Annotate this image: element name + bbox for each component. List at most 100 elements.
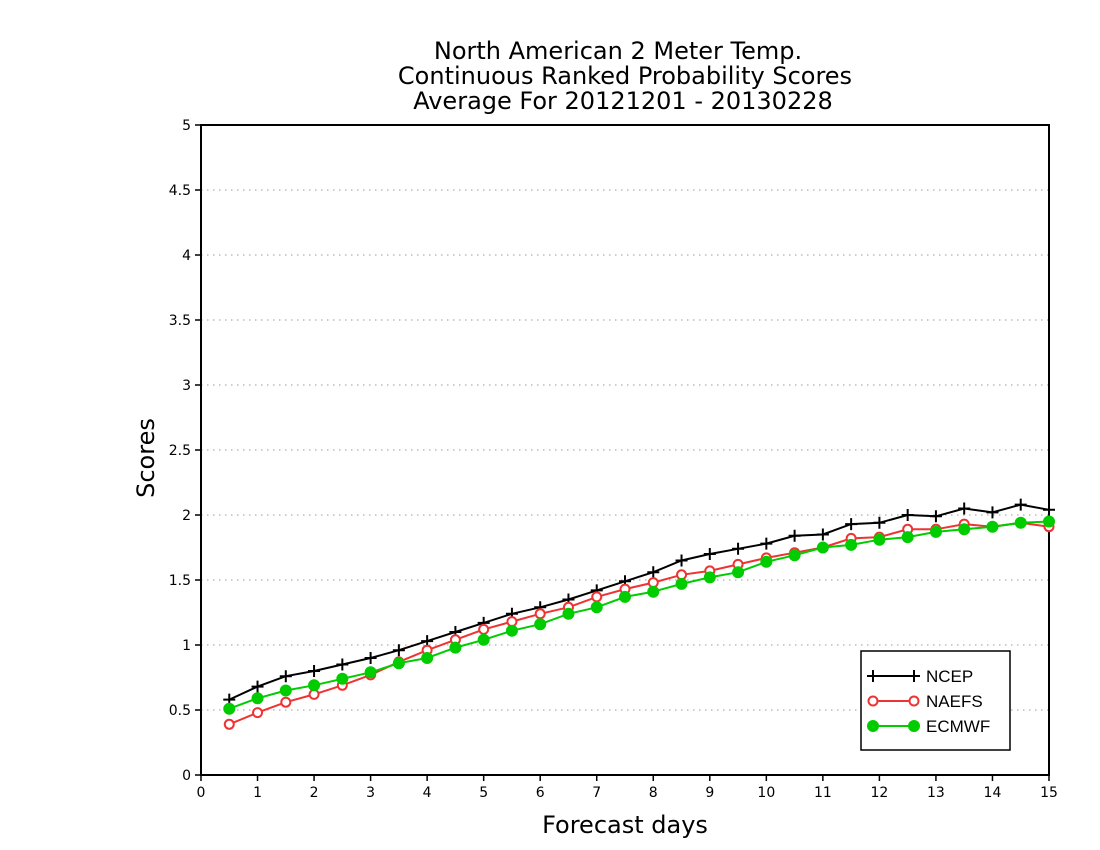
x-tick-label: 13: [927, 785, 945, 801]
legend-marker-naefs: [908, 695, 920, 707]
y-tick-label: 0.5: [169, 703, 191, 719]
data-point-ecmwf: [619, 590, 631, 603]
data-point-naefs: [534, 608, 546, 620]
data-point-ecmwf: [703, 571, 716, 584]
data-point-ecmwf: [760, 555, 773, 568]
x-tick-label: 3: [366, 785, 375, 801]
legend-marker-ecmwf: [867, 720, 879, 732]
data-point-ecmwf: [534, 618, 547, 631]
data-point-ecmwf: [1014, 516, 1027, 529]
y-tick-label: 2.5: [169, 443, 191, 459]
legend-marker-naefs: [867, 695, 879, 707]
data-point-ecmwf: [308, 679, 321, 692]
x-tick-label: 10: [757, 785, 775, 801]
data-point-ncep: [929, 510, 942, 523]
series-ecmwf: [223, 515, 1055, 715]
legend-entry-ecmwf: ECMWF: [867, 717, 990, 736]
data-point-ecmwf: [958, 523, 971, 536]
data-point-ncep: [336, 658, 349, 671]
data-point-ncep: [1014, 498, 1027, 511]
data-point-ncep: [279, 670, 292, 683]
data-point-ncep: [364, 652, 377, 664]
x-tick-label: 7: [592, 785, 601, 801]
data-point-ecmwf: [477, 633, 490, 646]
legend-label-ecmwf: ECMWF: [926, 717, 990, 736]
title-line-3: Average For 20121201 - 20130228: [413, 87, 833, 115]
data-point-ecmwf: [986, 520, 999, 533]
chart-title: North American 2 Meter Temp. Continuous …: [398, 37, 852, 115]
data-point-ecmwf: [732, 566, 745, 579]
data-point-ncep: [845, 518, 858, 531]
legend-entry-ncep: NCEP: [867, 667, 973, 686]
x-tick-label: 4: [423, 785, 432, 801]
y-tick-label: 3.5: [169, 313, 191, 329]
y-tick-label: 4.5: [169, 183, 191, 199]
legend-label-ncep: NCEP: [926, 667, 973, 686]
data-point-ncep: [647, 566, 660, 579]
x-tick-label: 6: [536, 785, 545, 801]
data-point-ecmwf: [647, 585, 660, 598]
legend-entry-naefs: NAEFS: [867, 692, 983, 711]
x-tick-label: 0: [197, 785, 206, 801]
title-line-2: Continuous Ranked Probability Scores: [398, 62, 852, 90]
y-tick-label: 5: [182, 118, 191, 134]
y-tick-label: 3: [182, 378, 191, 394]
data-point-ecmwf: [562, 607, 575, 620]
series-ncep: [223, 498, 1055, 706]
data-point-ecmwf: [251, 692, 264, 705]
data-point-ncep: [788, 529, 801, 542]
y-tick-label: 1.5: [169, 573, 191, 589]
x-tick-label: 2: [310, 785, 319, 801]
data-point-ncep: [732, 542, 745, 555]
x-tick-label: 11: [814, 785, 832, 801]
data-point-ncep: [901, 509, 914, 521]
x-tick-label: 8: [649, 785, 658, 801]
x-tick-label: 1: [253, 785, 262, 801]
x-tick-label: 15: [1040, 785, 1058, 801]
x-axis-label: Forecast days: [542, 811, 708, 839]
legend-label-naefs: NAEFS: [926, 692, 983, 711]
data-point-naefs: [223, 718, 235, 730]
data-point-ncep: [675, 554, 688, 567]
legend-marker-ncep: [908, 670, 920, 682]
data-point-naefs: [280, 696, 292, 708]
data-point-ecmwf: [873, 533, 886, 546]
data-point-ncep: [873, 516, 886, 529]
data-point-naefs: [478, 623, 490, 635]
data-point-ecmwf: [929, 525, 942, 538]
data-point-ncep: [1043, 503, 1055, 516]
x-axis: 0 1 2 3 4 5 6 7 8 9 10 11 12 13 14 15: [197, 775, 1058, 801]
data-point-ecmwf: [845, 538, 858, 551]
x-tick-label: 12: [870, 785, 888, 801]
data-point-ecmwf: [223, 702, 236, 715]
legend: NCEP NAEFS ECMWF: [860, 650, 1011, 751]
y-tick-label: 2: [182, 508, 191, 524]
y-tick-label: 1: [182, 638, 191, 654]
data-point-ecmwf: [449, 641, 462, 654]
data-point-ecmwf: [336, 672, 349, 685]
title-line-1: North American 2 Meter Temp.: [434, 37, 802, 65]
data-point-ncep: [703, 548, 716, 560]
data-point-ecmwf: [1043, 515, 1055, 528]
data-point-ncep: [392, 644, 405, 657]
data-point-ecmwf: [392, 657, 405, 670]
data-point-naefs: [252, 707, 264, 719]
data-point-ncep: [308, 665, 321, 677]
data-point-naefs: [591, 591, 603, 603]
series-layer: [223, 498, 1055, 730]
data-point-ecmwf: [590, 601, 603, 614]
x-tick-label: 5: [479, 785, 488, 801]
data-point-ecmwf: [505, 624, 518, 637]
data-point-ecmwf: [901, 531, 914, 544]
y-axis-label: Scores: [132, 418, 160, 498]
data-point-ecmwf: [421, 652, 434, 664]
y-axis: 0 0.5 1 1.5 2 2.5 3 3.5 4 4.5 5: [169, 118, 201, 784]
data-point-ncep: [958, 502, 971, 515]
data-point-ecmwf: [816, 541, 829, 554]
x-tick-label: 9: [705, 785, 714, 801]
legend-marker-ncep: [867, 670, 879, 682]
data-point-ncep: [986, 506, 999, 519]
x-tick-label: 14: [984, 785, 1002, 801]
data-point-ecmwf: [279, 684, 292, 697]
